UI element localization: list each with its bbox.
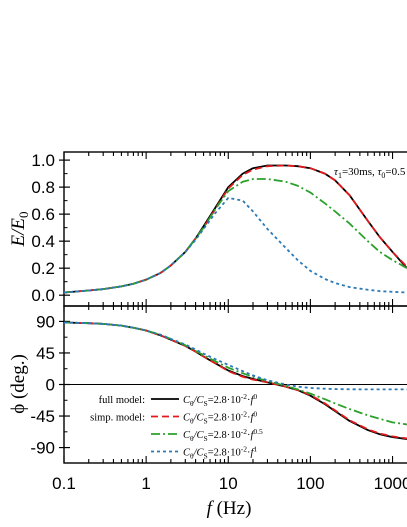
legend-label: Cθ/CS=2.8·10-2·f1 [183,445,257,461]
magnitude-ytick-label: 0.6 [31,205,55,224]
magnitude-series-simp-p1 [63,197,407,294]
x-tick-label: 1 [141,474,150,493]
annotation-tau: τ1=30ms, τ0=0.5 [334,166,406,180]
x-tick-label: 1000 [374,474,407,493]
magnitude-ytick-label: 0.8 [31,178,55,197]
magnitude-panel: 0.0 0.2 0.4 0.6 0.8 1.0 τ1=30ms, τ0=0.5 [31,151,407,307]
x-axis: 0.1 1 10 100 1000 [52,474,407,493]
legend-label: Cθ/CS=2.8·10-2·f0 [183,392,257,408]
x-tick-label: 100 [296,474,324,493]
legend-label: Cθ/CS=2.8·10-2·f0.5 [183,427,263,443]
phase-series-simp-p05 [63,321,407,426]
legend-label: Cθ/CS=2.8·10-2·f0 [183,410,257,426]
y-axis-title-phase: ϕ (deg.) [8,354,29,414]
y-axis-title-magnitude: E/E0 [8,212,31,248]
legend-group-label: simp. model: [90,413,145,424]
legend-group-label: full model: [99,395,145,406]
phase-ytick-label: -90 [30,439,55,458]
phase-ytick-label: -45 [30,407,55,426]
phase-ytick-label: 45 [36,344,55,363]
legend: full model: Cθ/CS=2.8·10-2·f0 simp. model:… [90,392,263,461]
phase-ytick-label: 0 [46,376,55,395]
x-tick-label: 0.1 [52,474,76,493]
phase-ytick-label: 90 [36,312,55,331]
phase-series-simp-p1 [63,321,407,391]
magnitude-ytick-label: 0.4 [31,232,55,251]
magnitude-ytick-label: 0.0 [31,286,55,305]
x-tick-label: 10 [219,474,238,493]
x-axis-title: f (Hz) [207,498,252,519]
magnitude-ytick-label: 1.0 [31,151,55,170]
phase-panel: 90 45 0 -45 -90 [30,305,407,464]
magnitude-ytick-label: 0.2 [31,259,55,278]
magnitude-series-simp-p05 [63,178,407,294]
